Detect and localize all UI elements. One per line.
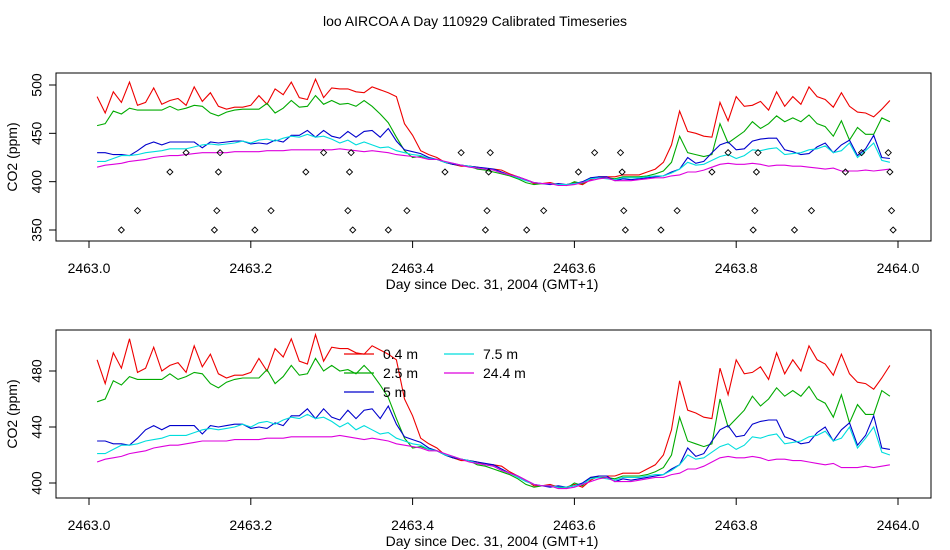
diamond-marker (345, 168, 354, 176)
x-tick-label-bottom: 2464.0 (877, 517, 920, 533)
diamond-marker (457, 149, 465, 157)
diamond-marker (657, 226, 665, 234)
series-line-7-5-m-top (97, 133, 891, 186)
diamond-marker (889, 226, 897, 234)
diamond-marker (319, 149, 328, 157)
diamond-marker (708, 168, 716, 176)
series-line-5-m-top (97, 127, 890, 186)
diamond-marker (749, 226, 757, 234)
series-line-2-5-m-top (96, 94, 891, 187)
diamond-marker (621, 226, 630, 234)
diamond-marker (486, 149, 494, 157)
y-axis-title-top: CO2 (ppm) (4, 122, 20, 191)
series-lines-bottom (96, 332, 891, 490)
x-tick-label-bottom: 2463.4 (391, 517, 434, 533)
diamond-marker (214, 168, 223, 176)
diamond-marker (344, 207, 352, 215)
diamond-marker (751, 207, 759, 215)
markers-top (117, 149, 897, 234)
diamond-marker (620, 207, 628, 215)
diamond-marker (590, 149, 599, 157)
chart-title: loo AIRCOA A Day 110929 Calibrated Times… (323, 13, 627, 29)
diamond-marker (673, 207, 681, 215)
diamond-marker (574, 168, 583, 176)
diamond-marker (441, 168, 449, 176)
legend-label: 24.4 m (483, 365, 526, 381)
series-line-7-5-m-bottom (97, 413, 891, 488)
x-tick-label-bottom: 2463.2 (229, 517, 272, 533)
y-tick-label-top: 350 (29, 218, 45, 242)
diamond-marker (117, 226, 125, 234)
legend-label: 7.5 m (483, 346, 518, 362)
plot-frame-top (55, 72, 932, 242)
y-tick-label-top: 450 (29, 121, 45, 145)
plot-frame-bottom (55, 329, 932, 499)
diamond-marker (485, 168, 493, 176)
series-line-24-4-m-top (96, 148, 890, 187)
legend-label: 2.5 m (383, 365, 418, 381)
legend-label: 5 m (383, 384, 406, 400)
x-tick-label-top: 2463.4 (391, 260, 434, 276)
x-axis-title-bottom: Day since Dec. 31, 2004 (GMT+1) (386, 533, 599, 549)
diamond-marker (251, 226, 259, 234)
diamond-marker (267, 207, 275, 215)
diamond-marker (347, 149, 355, 157)
diamond-marker (133, 207, 142, 215)
panel-top: Day since Dec. 31, 2004 (GMT+1) CO2 (ppm… (4, 72, 932, 292)
legend-label: 0.4 m (383, 346, 418, 362)
series-line-5-m-bottom (97, 404, 890, 488)
x-tick-label-bottom: 2463.8 (715, 517, 758, 533)
diamond-marker (886, 168, 894, 176)
legend: 0.4 m 2.5 m 5 m 7.5 m 24.4 m (344, 346, 526, 400)
y-tick-label-bottom: 440 (29, 415, 45, 439)
x-tick-label-top: 2463.0 (68, 260, 111, 276)
diamond-marker (213, 207, 221, 215)
diamond-marker (807, 207, 816, 215)
series-lines-top (96, 77, 891, 187)
diamond-marker (302, 168, 310, 176)
diamond-marker (857, 149, 866, 157)
x-tick-label-top: 2463.6 (553, 260, 596, 276)
y-axis-title-bottom: CO2 (ppm) (4, 379, 20, 448)
y-tick-label-bottom: 480 (29, 359, 45, 383)
diamond-marker (724, 149, 732, 157)
diamond-marker (884, 149, 892, 157)
series-line-24-4-m-bottom (96, 434, 890, 490)
x-tick-label-top: 2463.2 (229, 260, 272, 276)
diamond-marker (841, 168, 850, 176)
diamond-marker (752, 168, 761, 176)
ticks-top: 2463.0 2463.2 2463.4 2463.6 2463.8 2464.0 350 4… (29, 73, 920, 276)
diamond-marker (523, 226, 531, 234)
x-tick-label-bottom: 2463.0 (68, 517, 111, 533)
diamond-marker (349, 226, 357, 234)
x-tick-label-bottom: 2463.6 (553, 517, 596, 533)
diamond-marker (481, 226, 490, 234)
diamond-marker (540, 207, 548, 215)
diamond-marker (754, 149, 762, 157)
diamond-marker (210, 226, 219, 234)
x-tick-label-top: 2464.0 (877, 260, 920, 276)
diamond-marker (483, 207, 491, 215)
x-tick-label-top: 2463.8 (715, 260, 758, 276)
diamond-marker (182, 149, 190, 157)
ticks-bottom: 2463.0 2463.2 2463.4 2463.6 2463.8 2464.0 400 4… (29, 359, 920, 533)
diamond-marker (887, 207, 896, 215)
diamond-marker (216, 149, 224, 157)
diamond-marker (166, 168, 174, 176)
y-tick-label-top: 400 (29, 170, 45, 194)
y-tick-label-top: 500 (29, 73, 45, 97)
y-tick-label-bottom: 400 (29, 471, 45, 495)
diamond-marker (790, 226, 799, 234)
x-axis-title-top: Day since Dec. 31, 2004 (GMT+1) (386, 276, 599, 292)
diamond-marker (616, 149, 625, 157)
diamond-marker (384, 226, 392, 234)
series-line-2-5-m-bottom (96, 357, 891, 490)
diamond-marker (403, 207, 411, 215)
panel-bottom: Day since Dec. 31, 2004 (GMT+1) CO2 (ppm… (4, 329, 932, 549)
diamond-marker (618, 168, 626, 176)
